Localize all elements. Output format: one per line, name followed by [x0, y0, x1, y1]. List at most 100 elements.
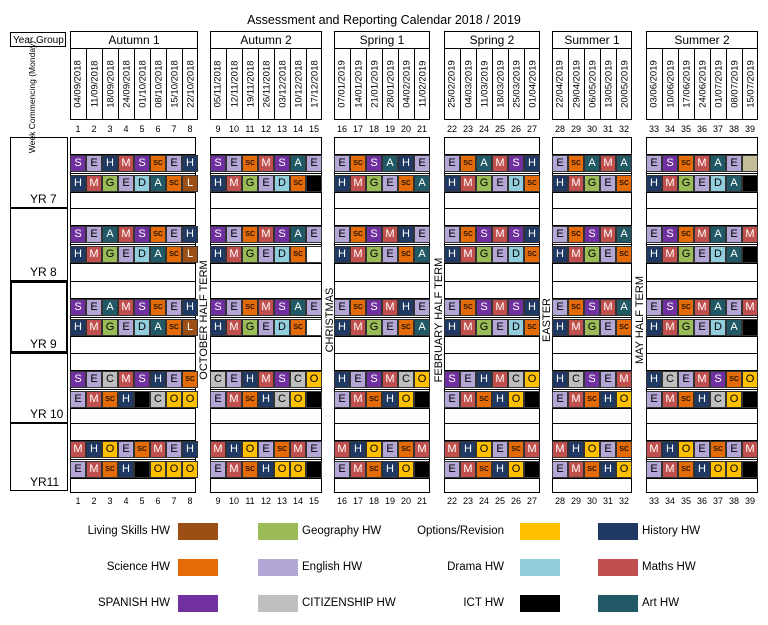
term-header-3: Spring 1 07/01/2019 14/01/2019 21/01/2019 28…	[334, 31, 430, 120]
week-cell: sc	[398, 246, 414, 263]
week-date: 24/06/2019	[694, 49, 710, 119]
week-cell: E	[306, 299, 322, 316]
grid-line	[444, 353, 540, 354]
week-cell: C	[508, 371, 524, 388]
week-cell: O	[150, 461, 166, 478]
week-date-text: 28/01/2019	[385, 60, 396, 108]
week-date: 04/03/2019	[460, 49, 476, 119]
grid-line	[70, 298, 196, 299]
week-date-text: 29/04/2019	[571, 60, 582, 108]
grid-line	[444, 478, 540, 479]
week-cell: H	[662, 441, 678, 458]
week-cell: L	[182, 175, 198, 192]
week-number: 33	[648, 124, 659, 134]
grid-line	[646, 192, 758, 193]
week-cell: S	[366, 299, 382, 316]
legend-label: Geography HW	[302, 525, 382, 537]
week-date-text: 03/12/2018	[277, 60, 288, 108]
grid-line	[646, 298, 758, 299]
week-cell: S	[134, 226, 150, 243]
week-cell: H	[182, 155, 198, 172]
week-date-text: 08/07/2019	[729, 60, 740, 108]
week-cell: H	[492, 461, 508, 478]
week-cell: C	[662, 371, 678, 388]
week-cell	[414, 461, 430, 478]
week-cell: H	[600, 461, 616, 478]
week-cell: M	[86, 461, 102, 478]
week-date: 01/04/2019	[524, 49, 540, 119]
week-cell: E	[166, 155, 182, 172]
week-number: 25	[494, 124, 505, 134]
legend-label: English HW	[302, 561, 363, 573]
legend-swatch-O	[520, 523, 560, 540]
week-cell	[306, 319, 322, 336]
year-group-box	[10, 281, 68, 353]
week-cell: sc	[460, 155, 476, 172]
week-cell: E	[552, 226, 568, 243]
term-name-divider	[335, 48, 429, 49]
week-cell: G	[102, 175, 118, 192]
week-cell: A	[290, 155, 306, 172]
week-cell: O	[616, 461, 632, 478]
week-cell: S	[476, 299, 492, 316]
week-number: 14	[292, 124, 303, 134]
week-cell: E	[334, 391, 350, 408]
week-cell: E	[646, 226, 662, 243]
week-cell: E	[460, 371, 476, 388]
week-cell: sc	[726, 371, 742, 388]
week-cell: H	[694, 391, 710, 408]
week-cell: M	[350, 319, 366, 336]
week-cell: O	[290, 391, 306, 408]
week-number: 34	[664, 496, 675, 506]
week-cell: E	[414, 155, 430, 172]
week-cell: E	[258, 319, 274, 336]
week-cell: M	[118, 226, 134, 243]
week-cell: M	[226, 246, 242, 263]
term-name: Spring 1	[359, 33, 405, 47]
week-cell: H	[210, 175, 226, 192]
week-cell: M	[226, 391, 242, 408]
week-cell: G	[678, 319, 694, 336]
grid-line	[444, 440, 540, 441]
grid-line	[646, 370, 758, 371]
week-cell: H	[552, 371, 568, 388]
week-cell: H	[118, 461, 134, 478]
week-number: 20	[400, 124, 411, 134]
grid-line	[552, 225, 632, 226]
week-cell: G	[476, 175, 492, 192]
week-cell: sc	[524, 319, 540, 336]
week-date: 18/09/2018	[102, 49, 118, 119]
week-date-text: 25/02/2019	[446, 60, 458, 108]
week-cell: E	[86, 155, 102, 172]
grid-line	[210, 173, 322, 174]
week-cell: M	[86, 391, 102, 408]
week-cell: H	[444, 319, 460, 336]
week-cell: E	[414, 299, 430, 316]
week-cell: M	[568, 461, 584, 478]
week-cell: sc	[242, 299, 258, 316]
week-number: 10	[228, 496, 239, 506]
grid-line	[646, 263, 758, 264]
week-number: 32	[618, 124, 629, 134]
week-cell: M	[118, 299, 134, 316]
week-cell: D	[274, 246, 290, 263]
week-date-text: 04/09/2018	[72, 60, 84, 108]
week-cell: sc	[102, 461, 118, 478]
week-cell: E	[350, 371, 366, 388]
week-cell: E	[444, 299, 460, 316]
week-cell: M	[86, 246, 102, 263]
week-cell: C	[210, 371, 226, 388]
week-date: 29/04/2019	[568, 49, 584, 119]
week-cell: E	[382, 441, 398, 458]
week-date-text: 01/04/2019	[527, 60, 538, 108]
grid-line	[334, 408, 430, 409]
legend-swatch-S	[178, 595, 218, 612]
legend-label: Maths HW	[642, 561, 696, 573]
week-cell: S	[70, 299, 86, 316]
week-cell: M	[444, 441, 460, 458]
week-cell: M	[662, 319, 678, 336]
grid-line	[552, 423, 632, 424]
week-date: 07/01/2019	[334, 49, 350, 119]
week-cell: E	[694, 246, 710, 263]
week-cell: O	[102, 441, 118, 458]
